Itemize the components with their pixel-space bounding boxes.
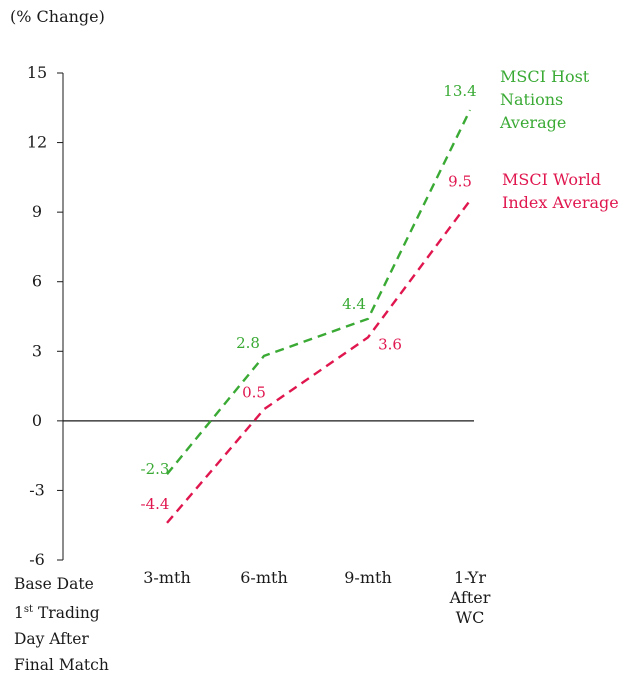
data-label: -4.4 bbox=[141, 495, 170, 513]
y-tick-label: -3 bbox=[29, 480, 45, 499]
y-tick-label: 15 bbox=[27, 63, 47, 82]
data-label: -2.3 bbox=[141, 460, 170, 478]
x-category-label: 3-mth bbox=[143, 568, 191, 587]
data-label: 2.8 bbox=[236, 334, 260, 352]
y-tick-label: 0 bbox=[32, 411, 42, 430]
y-tick-label: 3 bbox=[32, 341, 42, 360]
data-label: 3.6 bbox=[378, 335, 402, 353]
data-label: 13.4 bbox=[443, 82, 476, 100]
x-category-label: 6-mth bbox=[240, 568, 288, 587]
series-line bbox=[167, 110, 470, 474]
data-label: 0.5 bbox=[242, 383, 266, 401]
x-category-label: 9-mth bbox=[344, 568, 392, 587]
y-tick-label: 12 bbox=[27, 133, 47, 152]
series-line bbox=[167, 201, 470, 523]
y-tick-label: -6 bbox=[29, 550, 45, 569]
data-label: 4.4 bbox=[342, 295, 366, 313]
y-tick-label: 6 bbox=[32, 272, 42, 291]
y-tick-label: 9 bbox=[32, 202, 42, 221]
data-label: 9.5 bbox=[448, 173, 472, 191]
